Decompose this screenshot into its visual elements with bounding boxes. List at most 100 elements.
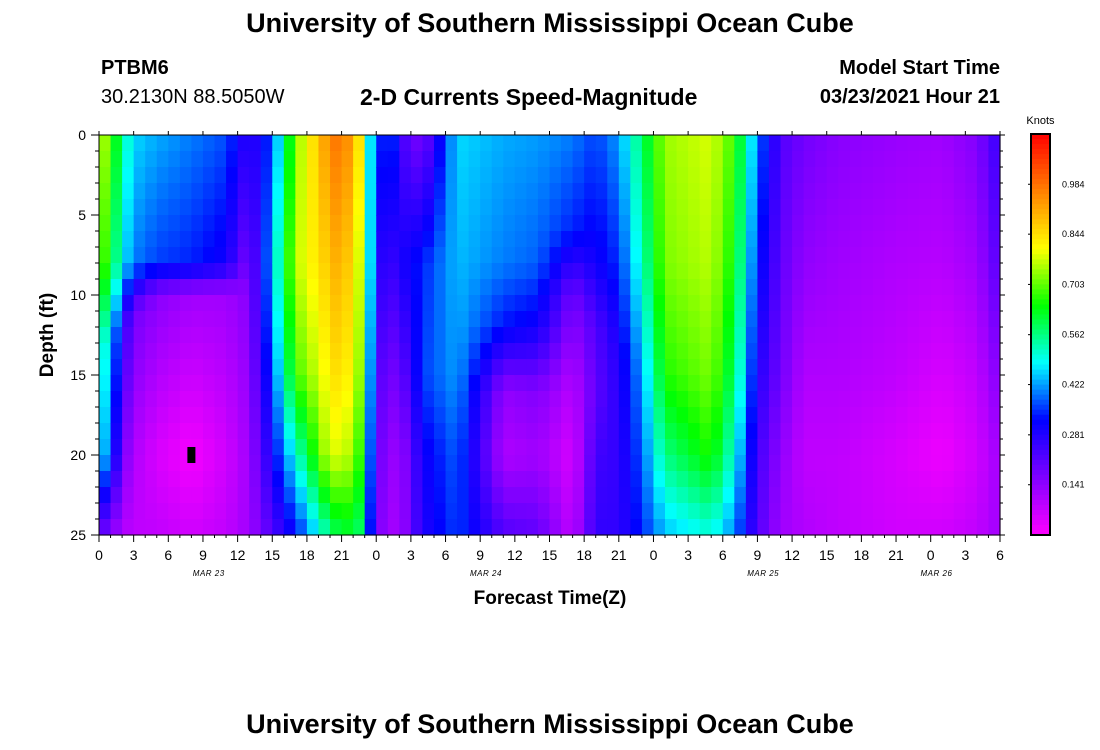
heatmap-cell bbox=[584, 343, 597, 360]
heatmap-cell bbox=[722, 455, 735, 472]
heatmap-cell bbox=[214, 487, 227, 504]
heatmap-cell bbox=[734, 455, 747, 472]
heatmap-cell bbox=[953, 247, 966, 264]
heatmap-cell bbox=[768, 215, 782, 232]
heatmap-cell bbox=[665, 375, 678, 392]
heatmap-cell bbox=[376, 503, 389, 520]
heatmap-cell bbox=[145, 391, 158, 408]
heatmap-cell bbox=[907, 247, 920, 264]
heatmap-cell bbox=[410, 487, 424, 504]
heatmap-cell bbox=[526, 343, 539, 360]
heatmap-cell bbox=[260, 327, 273, 344]
heatmap-cell bbox=[919, 343, 932, 360]
heatmap-cell bbox=[387, 423, 400, 440]
heatmap-cell bbox=[179, 135, 193, 152]
heatmap-cell bbox=[699, 439, 712, 456]
heatmap-cell bbox=[942, 151, 955, 168]
heatmap-cell bbox=[226, 295, 239, 312]
colorbar-swatch bbox=[1031, 464, 1050, 471]
heatmap-cell bbox=[561, 439, 574, 456]
heatmap-cell bbox=[156, 471, 169, 488]
heatmap-cell bbox=[896, 519, 909, 536]
heatmap-cell bbox=[133, 455, 146, 472]
heatmap-cell bbox=[653, 519, 666, 536]
heatmap-cell bbox=[168, 391, 181, 408]
heatmap-cell bbox=[838, 519, 851, 536]
heatmap-cell bbox=[838, 391, 851, 408]
heatmap-cell bbox=[699, 487, 712, 504]
heatmap-cell bbox=[653, 327, 666, 344]
heatmap-cell bbox=[653, 391, 666, 408]
heatmap-cell bbox=[122, 487, 135, 504]
heatmap-cell bbox=[249, 199, 262, 216]
heatmap-cell bbox=[410, 311, 424, 328]
heatmap-cell bbox=[214, 503, 227, 520]
heatmap-cell bbox=[919, 183, 932, 200]
heatmap-cell bbox=[711, 263, 724, 280]
heatmap-cell bbox=[803, 167, 816, 184]
heatmap-cell bbox=[653, 135, 666, 152]
heatmap-cell bbox=[722, 199, 735, 216]
heatmap-cell bbox=[318, 199, 331, 216]
heatmap-cell bbox=[445, 519, 458, 536]
heatmap-cell bbox=[353, 231, 366, 248]
heatmap-cell bbox=[711, 487, 724, 504]
heatmap-cell bbox=[133, 343, 146, 360]
heatmap-cell bbox=[838, 279, 851, 296]
heatmap-cell bbox=[191, 231, 204, 248]
heatmap-cell bbox=[653, 311, 666, 328]
heatmap-cell bbox=[699, 519, 712, 536]
heatmap-cell bbox=[734, 311, 747, 328]
heatmap-cell bbox=[272, 199, 285, 216]
heatmap-cell bbox=[457, 263, 470, 280]
heatmap-cell bbox=[110, 439, 123, 456]
heatmap-cell bbox=[272, 247, 285, 264]
heatmap-cell bbox=[249, 439, 262, 456]
heatmap-cell bbox=[849, 311, 862, 328]
heatmap-cell bbox=[318, 215, 331, 232]
x-tick-label: 15 bbox=[264, 547, 280, 563]
heatmap-cell bbox=[226, 391, 239, 408]
heatmap-cell bbox=[976, 151, 990, 168]
heatmap-cell bbox=[849, 455, 862, 472]
heatmap-cell bbox=[872, 231, 886, 248]
heatmap-cell bbox=[953, 151, 966, 168]
heatmap-cell bbox=[110, 359, 123, 376]
heatmap-cell bbox=[306, 183, 320, 200]
heatmap-cell bbox=[595, 487, 608, 504]
heatmap-cell bbox=[330, 519, 343, 536]
heatmap-cell bbox=[607, 183, 620, 200]
heatmap-cell bbox=[168, 487, 181, 504]
heatmap-cell bbox=[191, 167, 204, 184]
heatmap-cell bbox=[283, 407, 296, 424]
heatmap-cell bbox=[468, 519, 481, 536]
heatmap-cell bbox=[561, 375, 574, 392]
heatmap-cell bbox=[641, 135, 655, 152]
x-tick-label: 18 bbox=[299, 547, 315, 563]
heatmap-cell bbox=[919, 375, 932, 392]
x-tick-label: 0 bbox=[927, 547, 935, 563]
heatmap-cell bbox=[514, 487, 527, 504]
heatmap-cell bbox=[283, 343, 296, 360]
heatmap-cell bbox=[919, 279, 932, 296]
heatmap-cell bbox=[468, 231, 481, 248]
x-date-label: MAR 24 bbox=[470, 569, 502, 578]
colorbar-swatch bbox=[1031, 164, 1050, 170]
heatmap-cell bbox=[896, 439, 909, 456]
heatmap-cell bbox=[272, 279, 285, 296]
heatmap-cell bbox=[202, 455, 216, 472]
heatmap-cell bbox=[514, 423, 527, 440]
heatmap-cell bbox=[422, 263, 435, 280]
heatmap-cell bbox=[330, 391, 343, 408]
heatmap-cell bbox=[919, 247, 932, 264]
heatmap-cell bbox=[768, 135, 782, 152]
heatmap-cell bbox=[942, 311, 955, 328]
heatmap-cell bbox=[491, 487, 504, 504]
colorbar-swatch bbox=[1031, 214, 1050, 220]
heatmap-cell bbox=[676, 471, 689, 488]
heatmap-cell bbox=[514, 263, 527, 280]
heatmap-cell bbox=[711, 471, 724, 488]
heatmap-cell bbox=[468, 295, 481, 312]
heatmap-cell bbox=[353, 167, 366, 184]
heatmap-cell bbox=[942, 263, 955, 280]
